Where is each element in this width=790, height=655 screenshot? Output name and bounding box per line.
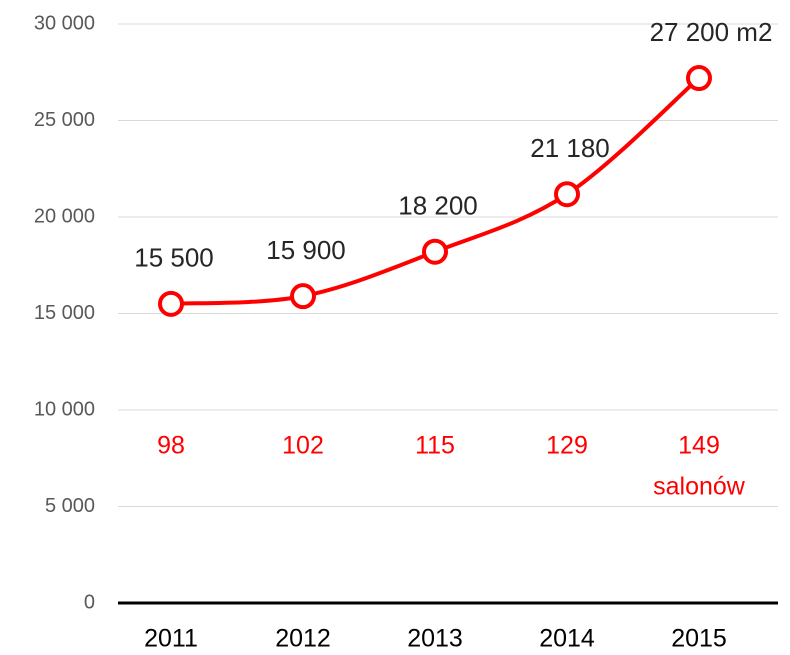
store-count: 102	[282, 432, 324, 460]
store-count: 129	[546, 432, 588, 460]
value-label: 15 900	[266, 235, 346, 265]
y-tick-label: 15 000	[34, 302, 95, 324]
store-count-unit: salonów	[653, 473, 746, 501]
x-tick-label: 2012	[275, 625, 331, 653]
x-tick-label: 2013	[407, 625, 463, 653]
value-label: 27 200 m2	[650, 17, 773, 47]
y-tick-label: 30 000	[34, 12, 95, 34]
marker	[422, 238, 448, 265]
store-count: 98	[157, 432, 185, 460]
y-tick-label: 5 000	[45, 495, 95, 517]
value-label: 21 180	[530, 133, 610, 163]
y-tick-label: 10 000	[34, 398, 95, 420]
store-count: 149	[678, 432, 720, 460]
value-label: 18 200	[398, 191, 478, 221]
value-label: 15 500	[134, 243, 214, 273]
store-count: 115	[415, 432, 455, 460]
y-tick-label: 20 000	[34, 205, 95, 227]
marker	[554, 181, 580, 208]
y-tick-label: 0	[84, 591, 95, 613]
marker	[158, 290, 184, 317]
y-tick-label: 25 000	[34, 109, 95, 131]
x-tick-label: 2014	[539, 625, 595, 653]
marker	[686, 65, 712, 92]
marker	[290, 283, 316, 310]
x-tick-label: 2015	[671, 625, 727, 653]
x-tick-label: 2011	[144, 625, 198, 653]
